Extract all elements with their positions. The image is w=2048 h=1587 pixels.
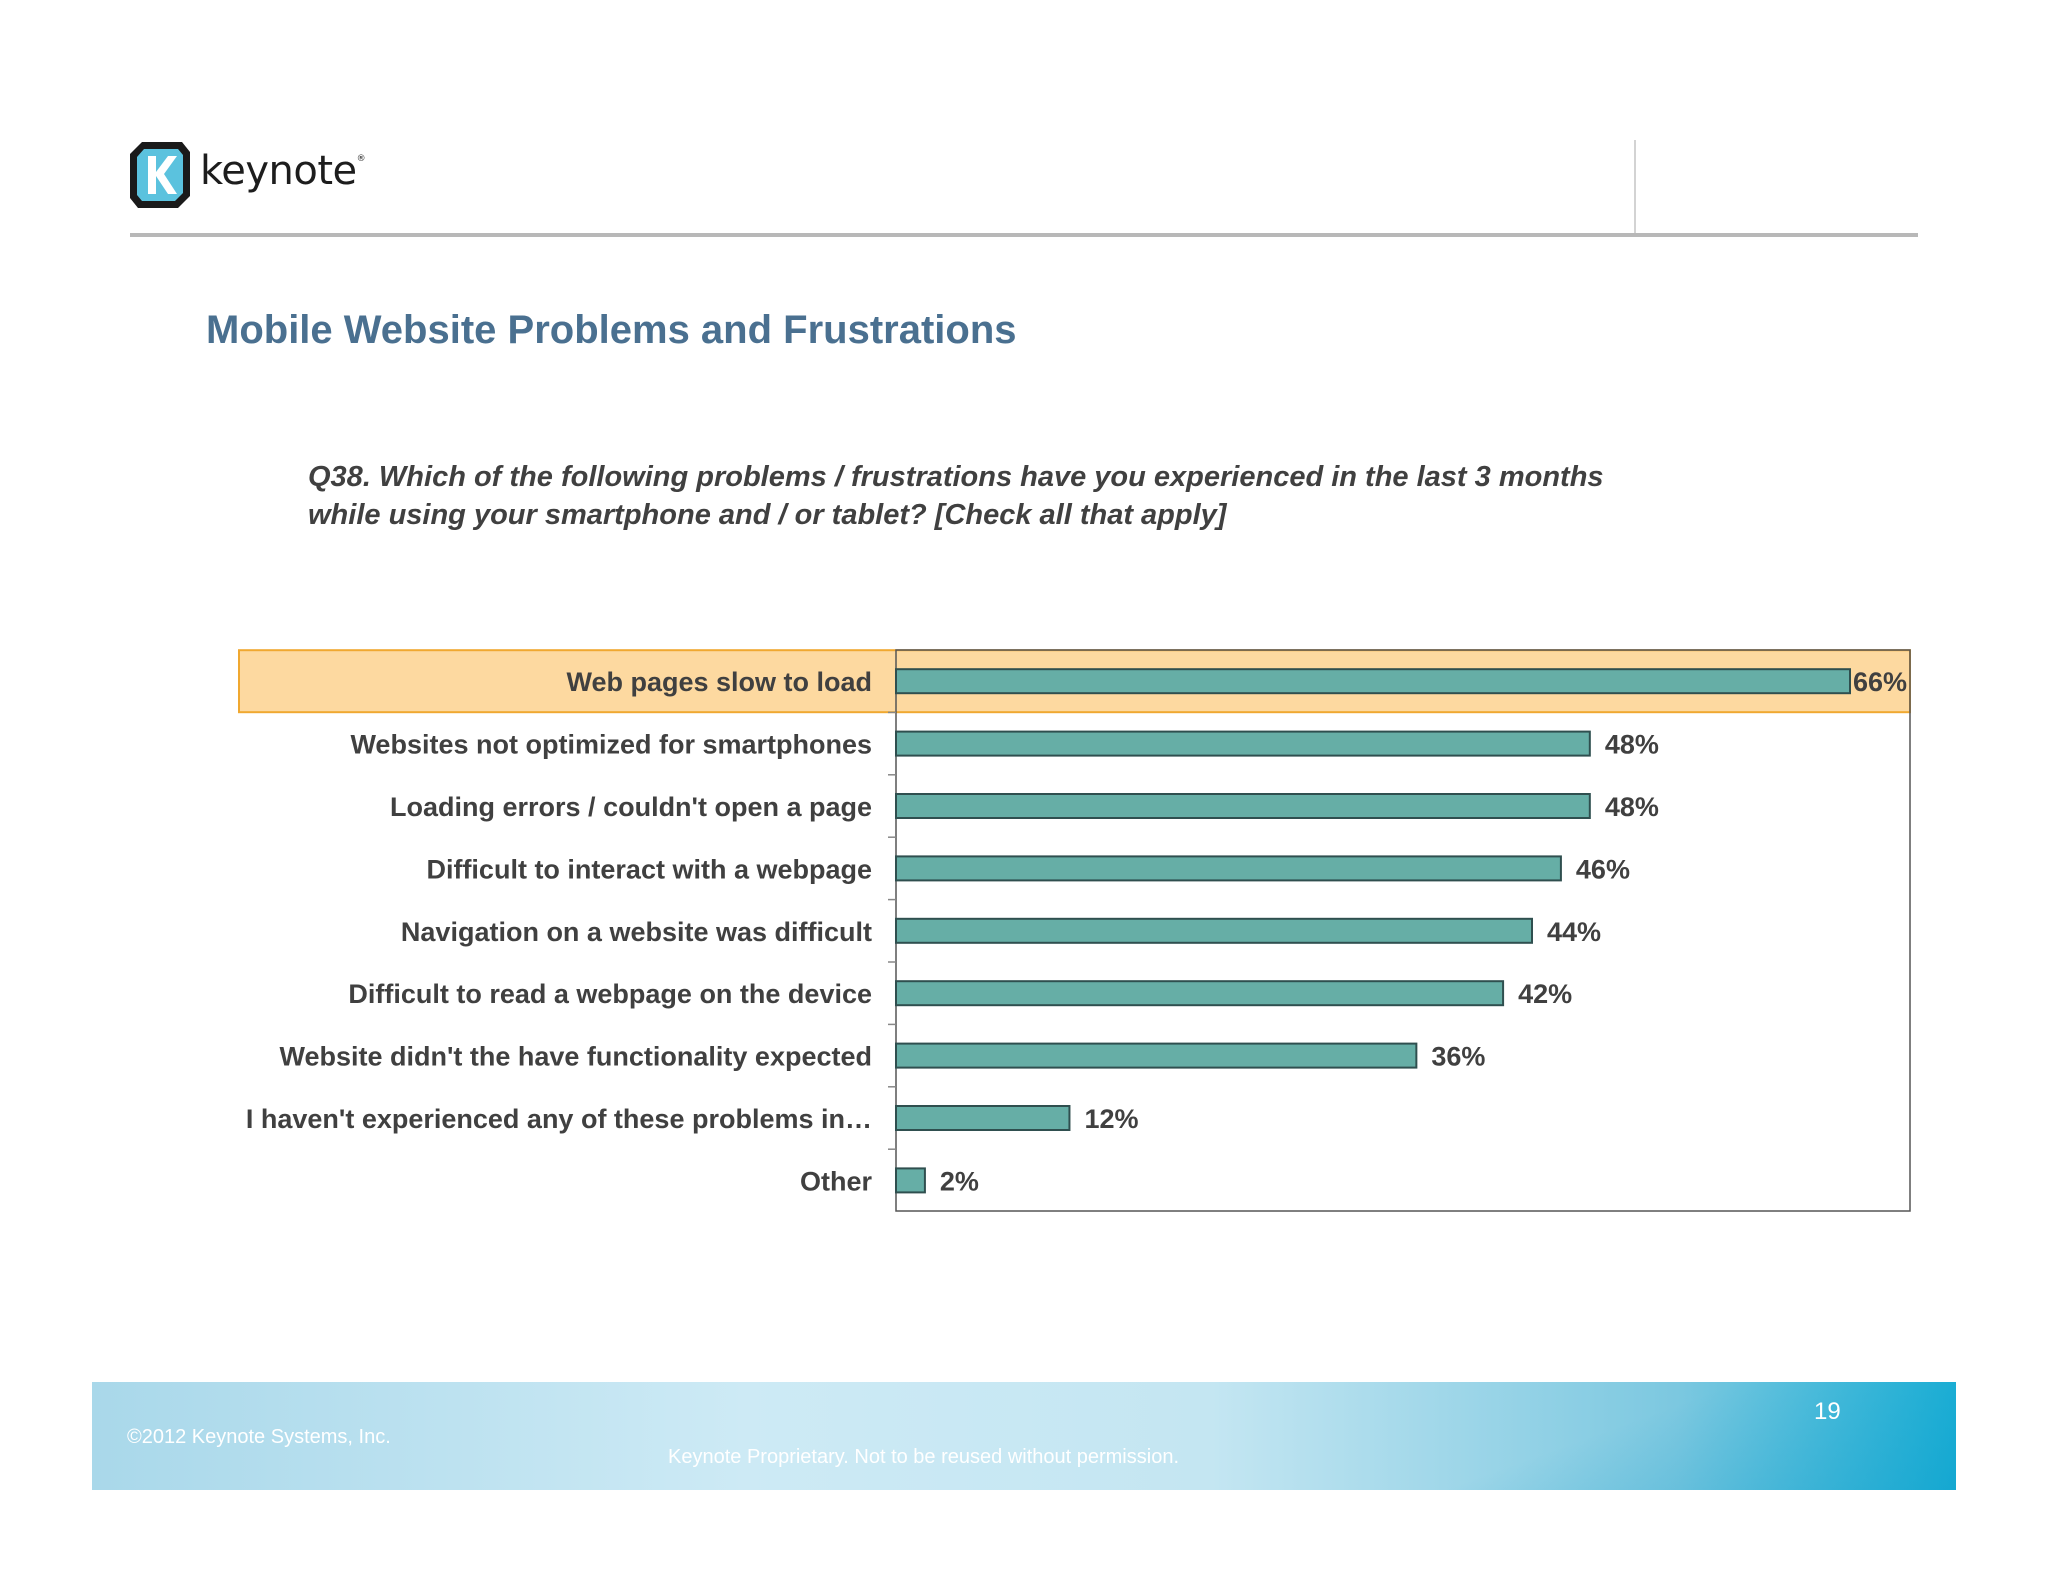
keynote-logo: keynote® bbox=[128, 138, 368, 214]
value-label: 42% bbox=[1518, 979, 1572, 1009]
bar bbox=[895, 730, 1591, 757]
slide-title: Mobile Website Problems and Frustrations bbox=[206, 308, 1017, 352]
bar bbox=[895, 917, 1533, 944]
category-label: Website didn't the have functionality ex… bbox=[279, 1042, 872, 1072]
category-label: I haven't experienced any of these probl… bbox=[246, 1104, 872, 1134]
value-label: 48% bbox=[1605, 792, 1659, 822]
category-label: Navigation on a website was difficult bbox=[401, 917, 872, 947]
header-divider-vertical bbox=[1634, 140, 1636, 234]
page-number: 19 bbox=[1814, 1398, 1841, 1425]
bar bbox=[895, 668, 1851, 695]
value-label: 2% bbox=[940, 1166, 979, 1196]
keynote-logo-icon bbox=[130, 142, 190, 208]
value-label: 36% bbox=[1431, 1042, 1485, 1072]
brand-name: keynote® bbox=[200, 148, 366, 194]
bar bbox=[895, 793, 1591, 819]
category-label: Web pages slow to load bbox=[566, 667, 872, 697]
category-label: Difficult to interact with a webpage bbox=[426, 854, 872, 884]
bar bbox=[895, 980, 1505, 1007]
bar bbox=[895, 1105, 1071, 1131]
bar bbox=[895, 1042, 1418, 1069]
header-divider-horizontal bbox=[130, 233, 1918, 237]
question-line-1: Q38. Which of the following problems / f… bbox=[308, 461, 1604, 493]
value-label: 44% bbox=[1547, 917, 1601, 947]
question-line-2: while using your smartphone and / or tab… bbox=[308, 499, 1227, 531]
value-label: 48% bbox=[1605, 730, 1659, 760]
value-label: 12% bbox=[1084, 1104, 1138, 1134]
footer-proprietary-notice: Keynote Proprietary. Not to be reused wi… bbox=[668, 1446, 1179, 1468]
footer: ©2012 Keynote Systems, Inc. Keynote Prop… bbox=[92, 1382, 1956, 1490]
category-label: Loading errors / couldn't open a page bbox=[390, 792, 872, 822]
category-label: Difficult to read a webpage on the devic… bbox=[348, 979, 872, 1009]
footer-decoration bbox=[1396, 1382, 1956, 1490]
bar bbox=[895, 1167, 926, 1194]
category-label: Other bbox=[800, 1166, 873, 1196]
category-label: Websites not optimized for smartphones bbox=[350, 730, 872, 760]
value-label: 66% bbox=[1853, 667, 1907, 697]
footer-copyright: ©2012 Keynote Systems, Inc. bbox=[127, 1426, 391, 1448]
value-label: 46% bbox=[1576, 854, 1630, 884]
survey-question: Q38. Which of the following problems / f… bbox=[308, 458, 1808, 534]
bar bbox=[895, 855, 1562, 882]
